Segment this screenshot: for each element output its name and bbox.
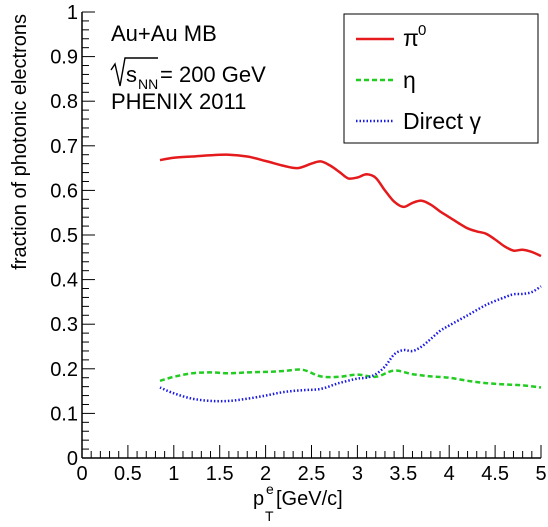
y-tick-label: 0.2	[50, 359, 78, 381]
x-axis-label: p e T [GeV/c]	[253, 481, 343, 524]
series-direct-gamma-line	[159, 285, 542, 403]
legend-label-pi0: π	[403, 25, 419, 51]
x-tick-label: 2.5	[298, 463, 326, 485]
x-axis-label-p: p	[253, 488, 264, 510]
x-axis-label-unit: [GeV/c]	[276, 488, 343, 510]
legend-box	[343, 13, 539, 144]
annotation-s: s	[126, 62, 137, 87]
legend-label-eta: η	[403, 67, 416, 93]
x-tick-label: 4	[444, 463, 455, 485]
y-axis-label: fraction of photonic electrons	[9, 14, 31, 270]
annotation-line-3: PHENIX 2011	[111, 89, 246, 114]
x-tick-label: 0.5	[114, 463, 142, 485]
annotation-line-2: s NN = 200 GeV	[110, 57, 266, 92]
series-eta-line	[159, 368, 542, 389]
legend: π 0 η Direct γ	[343, 13, 539, 144]
x-tick-label: 0	[76, 463, 87, 485]
x-tick-label: 1	[168, 463, 179, 485]
sqrt-symbol	[110, 57, 158, 87]
series-layer	[159, 153, 542, 403]
series-pi0-line	[159, 153, 542, 258]
x-tick-label: 3	[352, 463, 363, 485]
x-tick-label: 1.5	[206, 463, 234, 485]
y-tick-label: 0.1	[50, 403, 78, 425]
y-tick-label: 1	[67, 2, 78, 24]
y-tick-label: 0.6	[50, 180, 78, 202]
x-tick-label: 3.5	[389, 463, 417, 485]
x-axis-label-sup: e	[266, 481, 274, 497]
legend-label-direct-gamma: Direct γ	[403, 108, 481, 134]
annotation: Au+Au MB s NN = 200 GeV PHENIX 2011	[110, 21, 266, 114]
x-tick-label: 2	[260, 463, 271, 485]
annotation-sub-nn: NN	[138, 76, 158, 92]
x-tick-label: 4.5	[481, 463, 509, 485]
y-tick-label: 0.9	[50, 47, 78, 69]
y-tick-label: 0.7	[50, 136, 78, 158]
y-tick-label: 0.4	[50, 270, 78, 292]
y-tick-label: 0.5	[50, 225, 78, 247]
x-axis-label-sub: T	[265, 508, 274, 524]
y-tick-label: 0	[67, 448, 78, 470]
x-tick-label: 5	[535, 463, 546, 485]
legend-label-pi0-sup: 0	[418, 22, 426, 39]
y-tick-label: 0.3	[50, 314, 78, 336]
annotation-line-1: Au+Au MB	[111, 21, 217, 46]
annotation-energy: = 200 GeV	[160, 62, 266, 87]
axes-layer: 0 0.5 1 1.5 2 2.5 3 3.5 4 4.5 5 0 0.1 0.2 0.3 0.4 0.5 0.6…	[50, 2, 546, 485]
y-tick-label: 0.8	[50, 91, 78, 113]
